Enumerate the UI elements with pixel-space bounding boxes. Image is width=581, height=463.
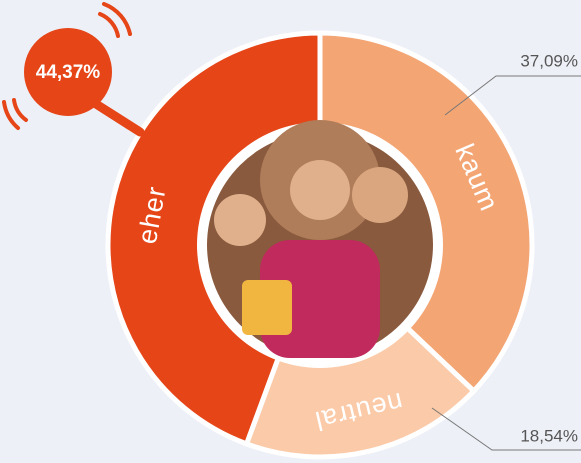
photo-detail (290, 160, 350, 220)
center-photo (197, 120, 443, 368)
photo-detail (214, 194, 266, 246)
bubble (24, 28, 112, 116)
bubble-decor (2, 2, 132, 130)
photo-detail (352, 167, 408, 223)
leader-line (431, 407, 581, 451)
signal-arc (12, 98, 28, 122)
value-label: 37,09% (520, 51, 578, 70)
signal-arc (2, 100, 20, 130)
leader-line (444, 75, 581, 116)
signal-arc (102, 2, 132, 36)
signal-arc (98, 12, 120, 38)
photo-detail (242, 280, 292, 335)
value-label: 44,37% (36, 62, 101, 83)
bubble-stick (91, 99, 145, 137)
value-label: 18,54% (520, 426, 578, 445)
